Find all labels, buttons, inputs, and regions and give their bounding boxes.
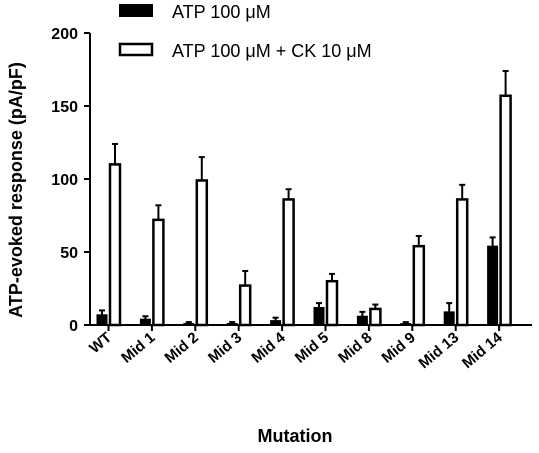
bar-atp — [487, 245, 499, 326]
bar-atp-ck — [412, 244, 426, 327]
bar-atp — [270, 320, 282, 326]
bar-atp-ck — [499, 94, 512, 327]
x-tick-label: Mid 3 — [205, 329, 245, 367]
bar-atp-ck — [195, 179, 209, 327]
y-axis: 0 50 100 150 200 — [51, 26, 91, 335]
x-axis: WT Mid 1 Mid 2 Mid 3 Mid 4 Mid 5 Mid 8 Mid 9Mid… — [86, 324, 532, 372]
legend: ATP 100 μM ATP 100 μM + CK 10 μM — [118, 2, 372, 61]
legend-swatch-atp — [119, 4, 153, 17]
bar-atp — [400, 323, 412, 326]
bar-atp — [96, 314, 108, 326]
y-tick-label: 200 — [51, 26, 78, 43]
x-tick-label: Mid 14 — [459, 329, 506, 372]
bar-atp — [356, 315, 368, 326]
bar-atp-ck — [238, 284, 252, 327]
y-tick-label: 150 — [51, 99, 78, 116]
x-tick-label: Mid 4 — [248, 329, 289, 367]
legend-label-atp: ATP 100 μM — [172, 2, 271, 22]
x-tick-label: WT — [86, 329, 115, 357]
legend-label-atp-ck: ATP 100 μM + CK 10 μM — [172, 41, 372, 61]
x-axis-title: Mutation — [258, 426, 333, 446]
x-tick-label: Mid 13 — [416, 329, 463, 372]
x-tick-label: Mid 5 — [292, 329, 332, 367]
bar-atp-ck — [282, 198, 295, 327]
x-tick-label: Mid 2 — [162, 329, 202, 367]
bar-atp-ck — [152, 218, 165, 327]
bar-atp — [183, 323, 195, 326]
bar-atp-ck — [325, 279, 339, 327]
bar-atp-ck — [108, 163, 122, 327]
bar-atp-ck — [369, 307, 382, 327]
bar-atp — [139, 318, 151, 326]
y-tick-label: 100 — [51, 172, 78, 189]
bar-atp — [226, 323, 238, 326]
x-tick-label: Mid 8 — [335, 329, 375, 367]
y-tick-label: 0 — [69, 318, 78, 335]
bar-atp — [313, 306, 325, 326]
x-tick-label: Mid 9 — [379, 329, 419, 367]
legend-swatch-atp-ck — [118, 42, 154, 57]
y-tick-label: 50 — [60, 245, 78, 262]
bars — [96, 69, 512, 327]
y-axis-title: ATP-evoked response (pA/pF) — [6, 62, 26, 318]
x-tick-label: Mid 1 — [118, 329, 158, 367]
bar-atp — [443, 311, 455, 326]
bar-atp-ck — [455, 198, 469, 327]
